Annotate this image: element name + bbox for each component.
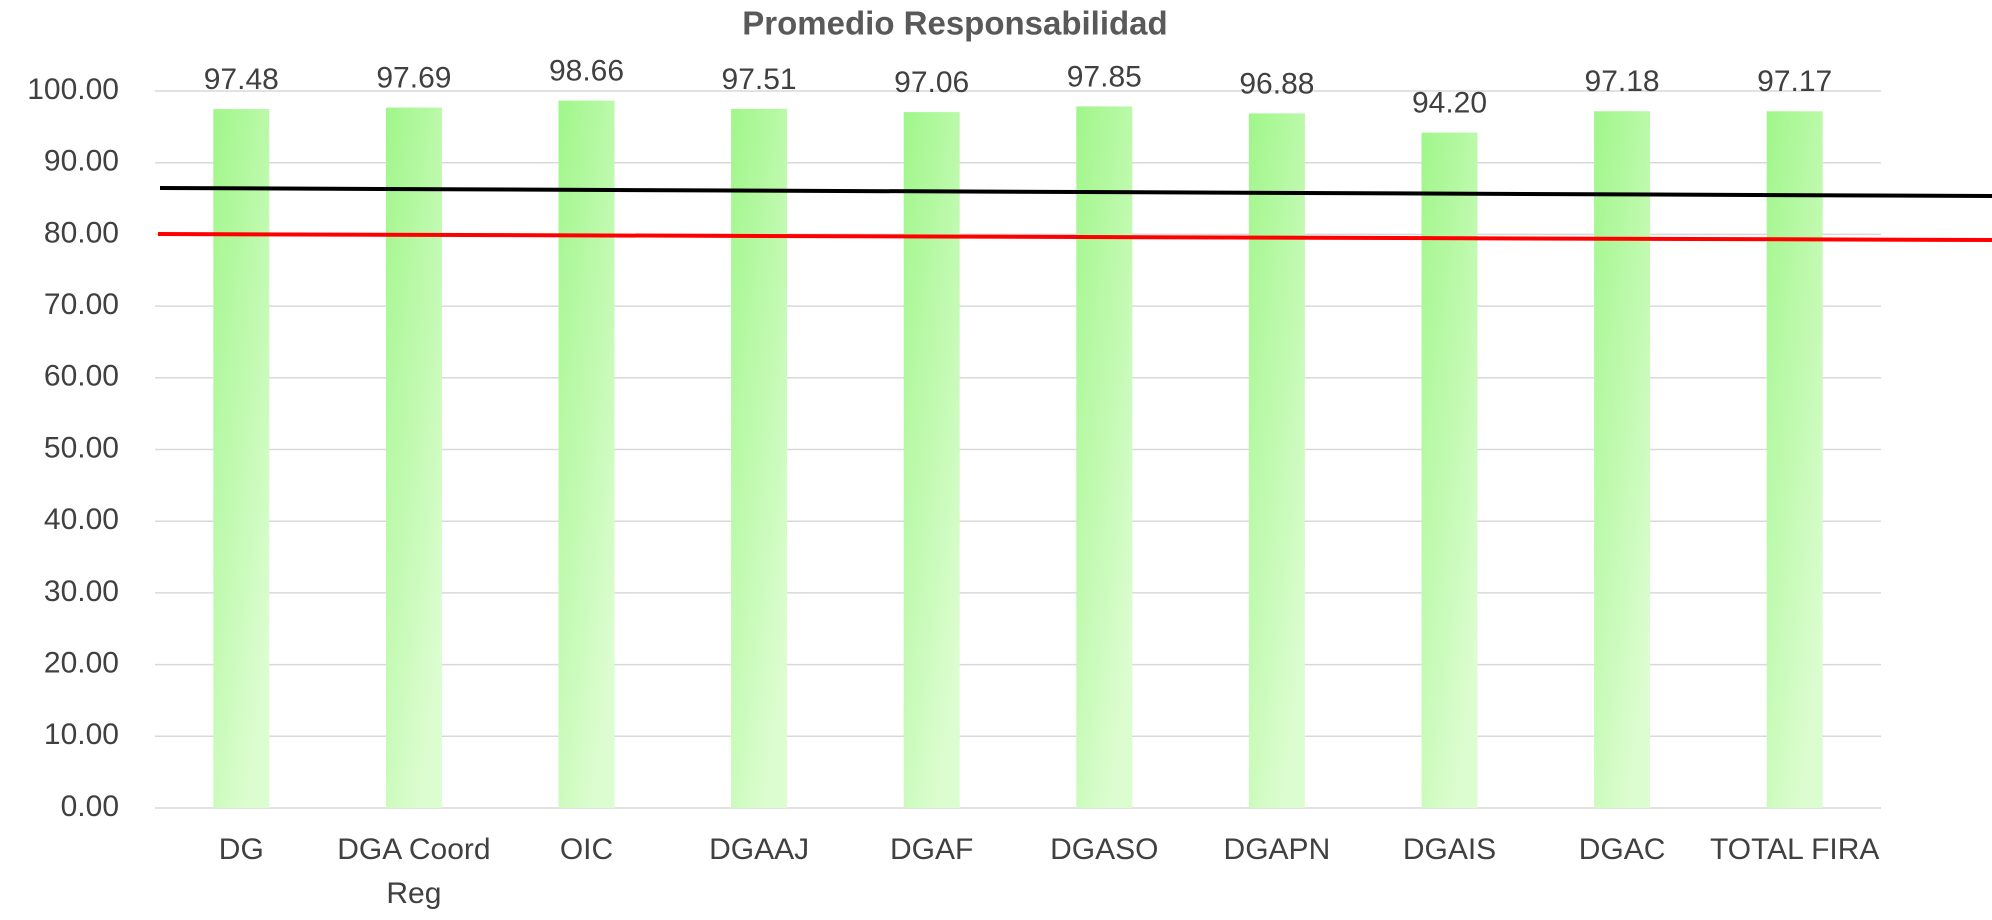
x-tick-label: DGAPN — [1223, 833, 1331, 866]
y-tick-label: 40.00 — [44, 503, 119, 536]
data-label: 97.51 — [722, 63, 797, 96]
bar — [731, 108, 788, 809]
y-tick-label: 30.00 — [44, 575, 119, 608]
y-tick-label: 90.00 — [44, 145, 119, 178]
bar — [385, 107, 442, 809]
x-tick-label: DGA Coord Reg — [337, 833, 491, 910]
bar — [213, 109, 270, 808]
y-tick-label: 100.00 — [27, 73, 119, 106]
bar — [1421, 132, 1478, 808]
x-tick-label: DGAC — [1578, 833, 1666, 866]
chart-title: Promedio Responsabilidad — [742, 5, 1167, 42]
x-tick-label: DGAF — [890, 833, 974, 866]
data-label: 97.17 — [1757, 65, 1832, 98]
x-tick-label: TOTAL FIRA — [1709, 833, 1880, 866]
data-label: 97.06 — [894, 66, 969, 99]
data-label: 97.18 — [1585, 65, 1660, 98]
data-label: 97.48 — [204, 63, 279, 96]
y-tick-label: 70.00 — [44, 288, 119, 321]
bar — [1766, 111, 1823, 809]
y-tick-label: 10.00 — [44, 718, 119, 751]
bar — [903, 112, 960, 808]
data-label: 98.66 — [549, 55, 624, 88]
y-tick-label: 60.00 — [44, 360, 119, 393]
reference-line-red — [157, 232, 1992, 242]
x-tick-label: DGAIS — [1402, 833, 1497, 866]
y-tick-label: 0.00 — [61, 790, 119, 823]
x-tick-label: DGASO — [1050, 833, 1159, 866]
reference-line-black — [159, 186, 1992, 198]
data-label: 96.88 — [1239, 67, 1314, 100]
bar — [1594, 111, 1651, 808]
data-label: 97.69 — [376, 61, 451, 94]
bar — [558, 100, 615, 809]
y-tick-label: 80.00 — [44, 216, 119, 249]
bar — [1076, 106, 1133, 808]
x-tick-label: DG — [218, 833, 264, 866]
x-tick-label: OIC — [559, 833, 614, 866]
y-tick-label: 50.00 — [44, 431, 119, 464]
data-label: 97.85 — [1067, 60, 1142, 93]
data-label: 94.20 — [1412, 87, 1487, 120]
y-tick-label: 20.00 — [44, 647, 119, 680]
x-tick-label: DGAAJ — [709, 833, 810, 866]
bar — [1248, 113, 1305, 808]
plot-area: 0.00 10.00 20.00 30.00 40.00 50.00 60.00 70.00 8… — [27, 55, 1881, 823]
